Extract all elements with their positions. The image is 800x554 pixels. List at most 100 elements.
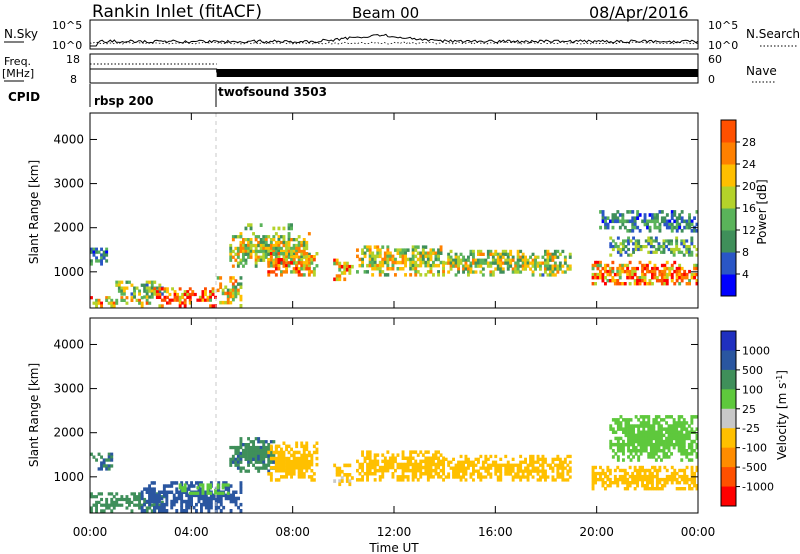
velocity-cell-7 [406, 456, 410, 460]
velocity-cell-10 [616, 421, 620, 425]
power-cell-5 [229, 258, 233, 262]
velocity-cell-10 [657, 436, 661, 441]
power-cell-3 [188, 301, 192, 305]
velocity-cell-10 [690, 415, 694, 419]
power-cell-6 [302, 273, 306, 277]
velocity-cell-10 [639, 421, 643, 425]
velocity-cell-10 [644, 436, 648, 441]
velocity-cell-7 [442, 465, 445, 470]
power-cell-8 [432, 273, 435, 277]
velocity-cell-2 [143, 487, 146, 491]
velocity-cell-0 [105, 464, 109, 468]
velocity-cell-5 [305, 469, 309, 473]
velocity-cell-7 [414, 468, 418, 473]
velocity-cell-10 [642, 442, 646, 447]
power-cell-8 [381, 270, 385, 274]
power-cell-0 [95, 256, 98, 260]
velocity-cell-2 [217, 499, 221, 504]
velocity-cell-4 [257, 466, 261, 470]
power-cell-10 [618, 269, 622, 274]
velocity-cell-8 [457, 463, 460, 467]
velocity-cell-4 [249, 457, 253, 461]
power-cell-9 [509, 264, 513, 268]
velocity-cell-5 [307, 459, 311, 464]
power-cell-8 [361, 248, 364, 252]
velocity-cell-10 [670, 436, 673, 441]
velocity-cell-4 [236, 448, 240, 453]
velocity-cell-9 [646, 487, 649, 491]
power-cell-11 [654, 250, 658, 254]
velocity-cell-8 [514, 472, 518, 476]
power-cell-9 [521, 261, 525, 265]
velocity-cell-5 [282, 475, 286, 479]
velocity-cell-8 [467, 466, 470, 470]
power-cell-11 [627, 253, 630, 257]
velocity-cell-1 [105, 497, 109, 502]
power-cell-12 [599, 210, 602, 214]
power-cell-9 [496, 258, 500, 262]
velocity-cell-4 [272, 440, 276, 444]
power-cell-5 [287, 243, 291, 248]
velocity-cell-9 [638, 465, 642, 470]
velocity-cell-8 [516, 469, 520, 473]
velocity-cell-9 [643, 477, 647, 482]
power-cell-8 [426, 270, 430, 274]
velocity-cell-5 [300, 475, 304, 479]
power-cell-6 [305, 258, 309, 262]
power-cell-2 [150, 283, 154, 287]
velocity-cell-2 [160, 502, 164, 507]
power-cell-9 [469, 264, 473, 268]
power-cell-9 [516, 258, 520, 262]
power-cell-6 [292, 270, 296, 274]
velocity-cell-4 [259, 466, 263, 470]
velocity-cell-0 [100, 455, 103, 459]
power-cell-5 [274, 255, 278, 259]
velocity-cell-2 [148, 490, 151, 494]
power-cell-12 [670, 222, 674, 227]
power-cell-10 [628, 282, 632, 286]
velocity-cell-7 [401, 468, 405, 473]
velocity-cell-10 [632, 439, 635, 444]
velocity-cell-7 [426, 459, 430, 464]
power-cell-12 [621, 213, 625, 217]
power-cell-8 [411, 257, 415, 262]
velocity-cell-8 [489, 472, 493, 476]
velocity-cell-10 [682, 439, 686, 444]
velocity-cell-2 [148, 484, 151, 488]
power-cell-12 [606, 222, 610, 227]
velocity-cell-0 [100, 461, 103, 465]
power-cell-9 [469, 249, 473, 254]
velocity-cell-2 [200, 509, 203, 513]
power-cell-11 [609, 242, 613, 246]
power-cell-10 [646, 282, 649, 286]
power-cell-8 [396, 251, 400, 255]
power-cell-8 [361, 263, 364, 268]
velocity-cell-10 [639, 430, 643, 434]
power-cell-12 [690, 229, 694, 233]
velocity-cell-4 [249, 445, 253, 450]
velocity-cell-10 [657, 430, 661, 434]
velocity-cell-9 [623, 471, 627, 476]
power-cell-10 [618, 282, 622, 286]
velocity-cell-10 [649, 439, 653, 444]
power-cell-4 [226, 300, 230, 305]
power-cell-12 [601, 213, 605, 217]
velocity-cell-8 [486, 463, 490, 467]
power-cell-3 [209, 298, 212, 302]
velocity-cell-8 [472, 463, 475, 467]
power-cell-5 [300, 240, 304, 245]
power-cell-4 [231, 294, 235, 299]
power-cell-4 [224, 300, 228, 305]
power-cell-7 [335, 261, 339, 266]
power-cell-9 [524, 261, 527, 265]
power-cell-11 [624, 245, 628, 249]
power-cell-9 [549, 255, 552, 259]
power-cell-9 [553, 264, 557, 268]
power-cell-6 [295, 255, 299, 259]
velocity-cell-7 [409, 462, 413, 467]
power-cell-6 [290, 252, 293, 256]
velocity-cell-5 [302, 444, 306, 449]
power-cell-6 [285, 264, 288, 268]
velocity-cell-9 [594, 477, 597, 482]
power-cell-10 [613, 279, 617, 283]
